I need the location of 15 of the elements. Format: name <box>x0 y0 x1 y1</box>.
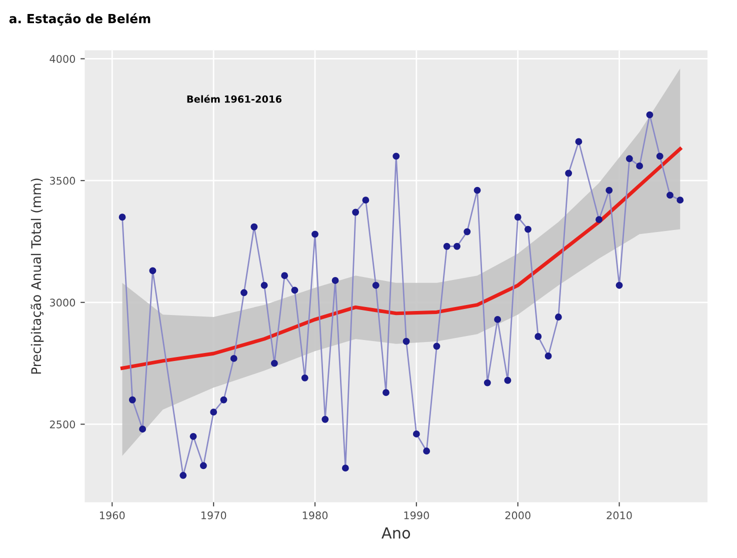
x-tick-label: 1990 <box>404 511 429 520</box>
x-tick-label: 1980 <box>302 511 328 520</box>
x-axis-title: Ano <box>382 527 410 539</box>
y-tick-label: 3000 <box>50 298 76 307</box>
y-tick-label: 2500 <box>50 420 76 428</box>
x-tick-label: 2010 <box>606 511 632 520</box>
chart-title: a. Estação de Belém <box>9 13 150 26</box>
x-tick-label: 1970 <box>201 511 226 520</box>
x-tick-label: 1960 <box>100 511 125 520</box>
y-tick-label: 3500 <box>50 176 76 185</box>
x-tick-label: 2000 <box>505 511 530 520</box>
annotation: Belém 1961-2016 <box>187 94 282 103</box>
y-axis-title: Precipitação Anual Total (mm) <box>30 178 44 374</box>
y-tick-label: 4000 <box>50 54 76 63</box>
line-series <box>120 147 682 370</box>
